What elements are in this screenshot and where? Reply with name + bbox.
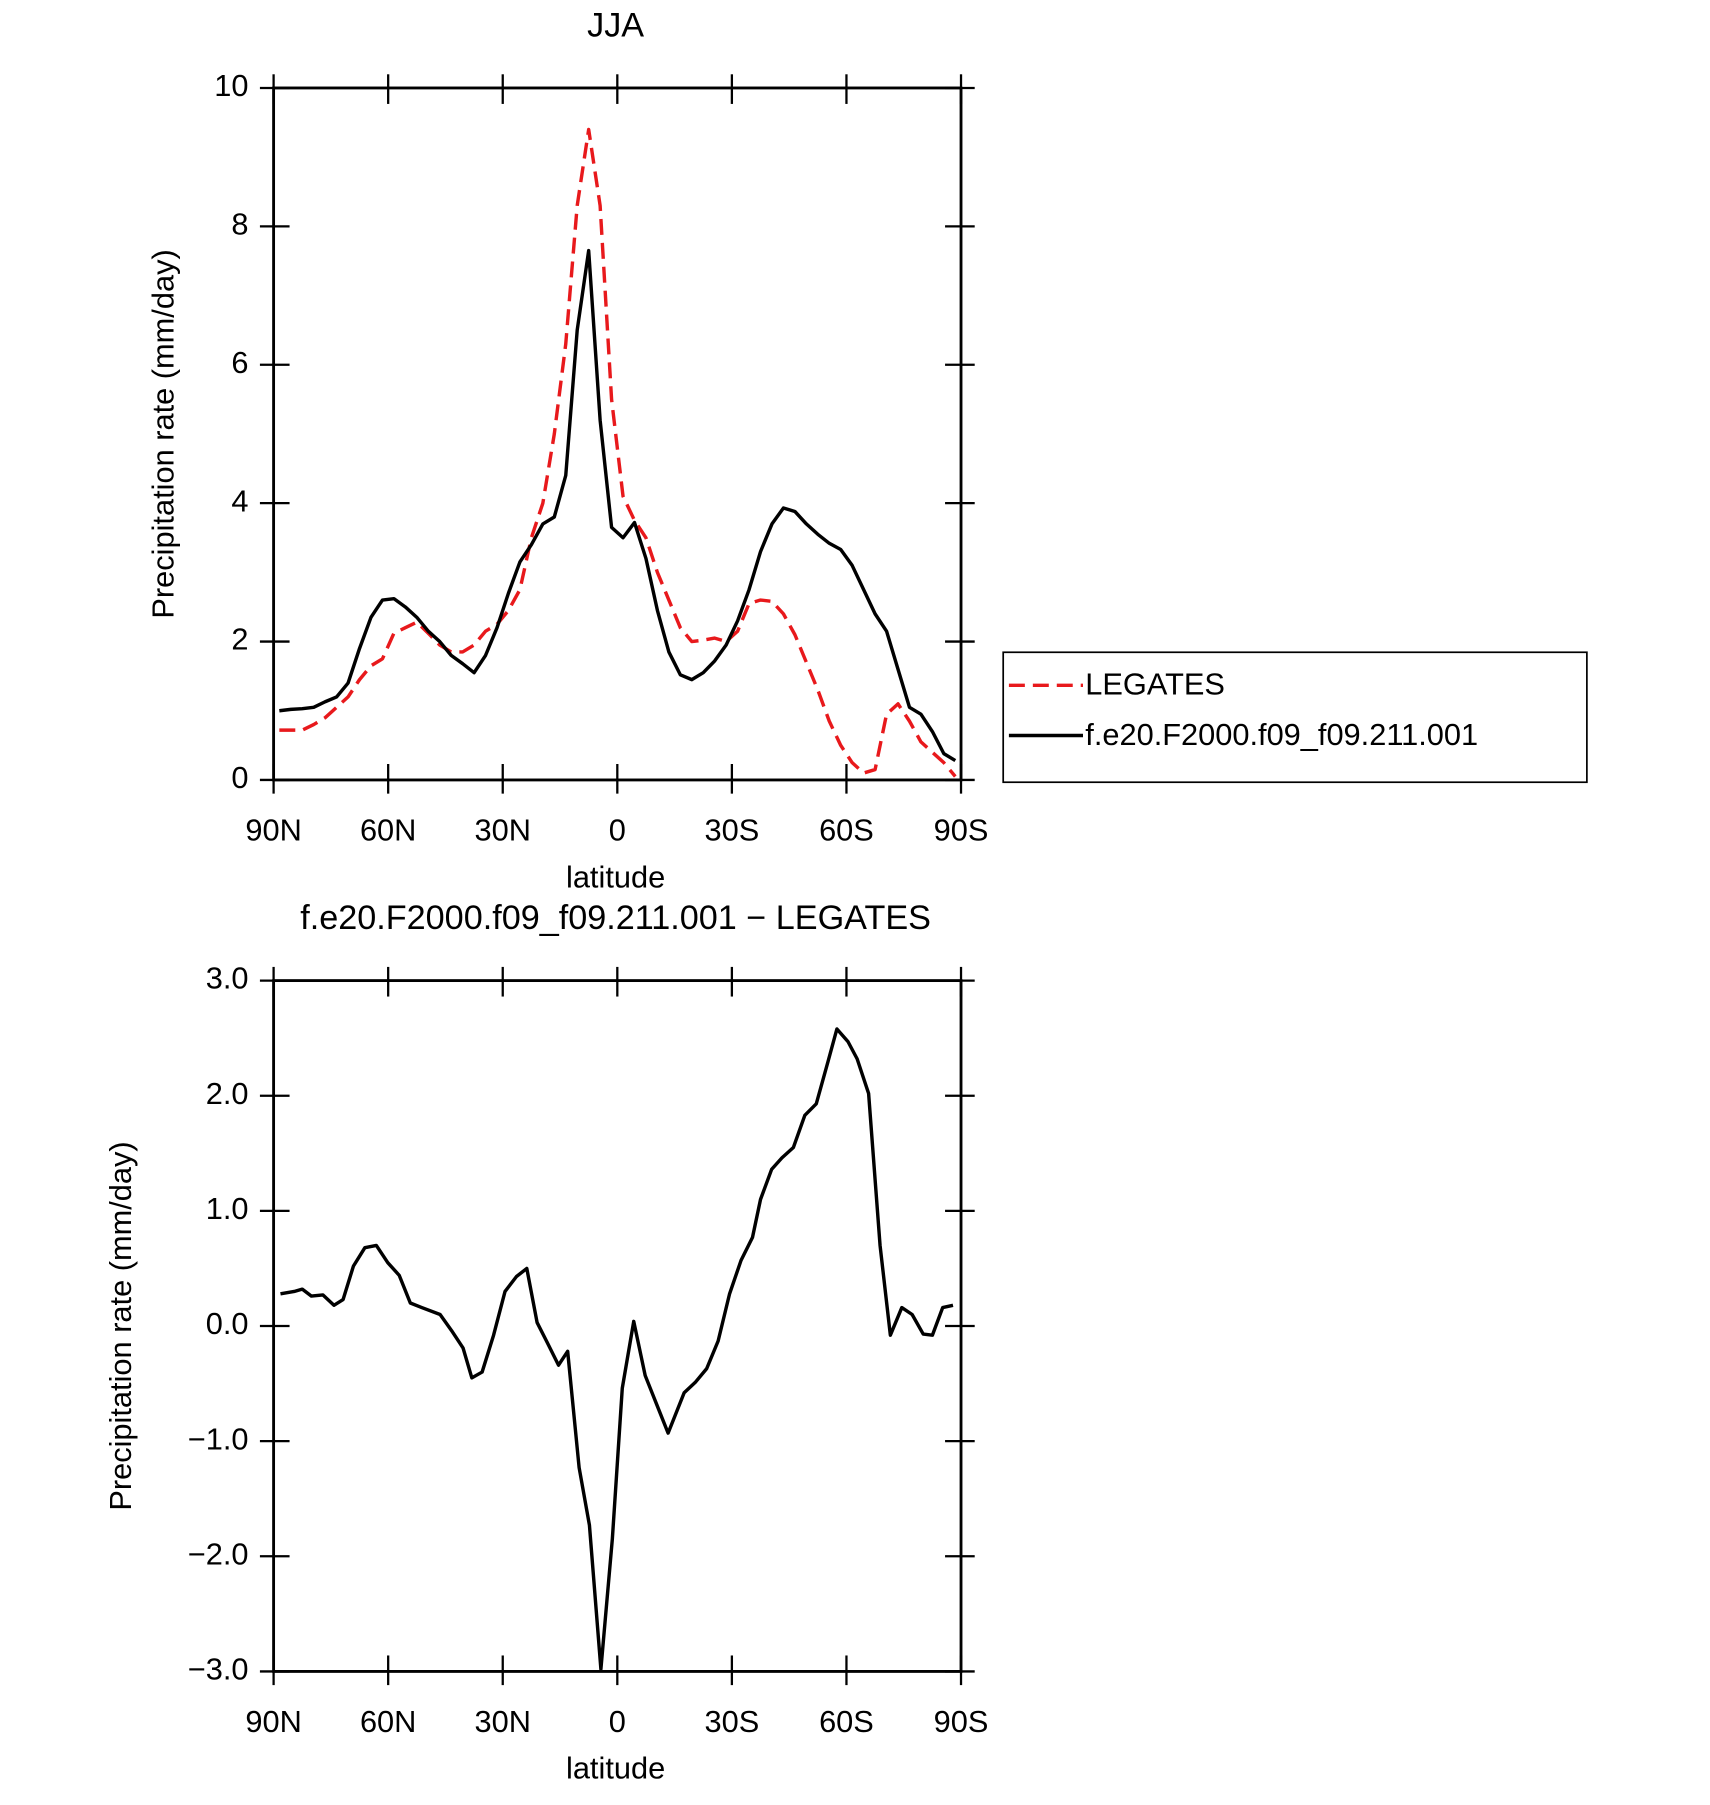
y-tick-label: 3.0 — [206, 961, 249, 996]
x-tick-label: 0 — [609, 813, 626, 848]
x-tick-label: 90S — [934, 813, 989, 848]
x-axis-label: latitude — [566, 859, 665, 894]
y-tick-label: 0 — [231, 760, 248, 795]
x-tick-label: 0 — [609, 1704, 626, 1739]
y-tick-label: −1.0 — [188, 1421, 249, 1456]
x-tick-label: 60S — [819, 813, 874, 848]
x-tick-label: 60N — [360, 1704, 416, 1739]
data-line — [279, 127, 957, 778]
y-tick-label: 8 — [231, 206, 248, 241]
y-tick-label: 2 — [231, 622, 248, 657]
y-tick-label: 1.0 — [206, 1191, 249, 1226]
y-tick-label: 6 — [231, 345, 248, 380]
y-tick-label: −3.0 — [188, 1652, 249, 1687]
legend-box — [1002, 651, 1588, 784]
data-line — [280, 1027, 954, 1671]
x-axis-label: latitude — [566, 1751, 665, 1786]
x-tick-label: 90N — [245, 1704, 301, 1739]
x-tick-label: 30N — [475, 1704, 531, 1739]
x-tick-label: 30S — [705, 1704, 760, 1739]
legend-label: LEGATES — [1085, 667, 1225, 702]
x-tick-label: 30N — [475, 813, 531, 848]
y-tick-label: 4 — [231, 483, 248, 518]
plot-frame — [272, 86, 963, 782]
y-axis-label: Precipitation rate (mm/day) — [103, 1141, 138, 1510]
x-tick-label: 30S — [705, 813, 760, 848]
x-tick-label: 90S — [934, 1704, 989, 1739]
x-tick-label: 60N — [360, 813, 416, 848]
y-tick-label: 2.0 — [206, 1076, 249, 1111]
y-tick-label: 10 — [214, 68, 248, 103]
legend-label: f.e20.F2000.f09_f09.211.001 — [1085, 717, 1478, 752]
y-axis-label: Precipitation rate (mm/day) — [145, 249, 180, 618]
y-tick-label: −2.0 — [188, 1536, 249, 1571]
data-line — [279, 248, 957, 763]
plot-frame — [272, 979, 963, 1673]
x-tick-label: 90N — [245, 813, 301, 848]
y-tick-label: 0.0 — [206, 1306, 249, 1341]
chart-title: JJA — [587, 7, 644, 45]
x-tick-label: 60S — [819, 1704, 874, 1739]
chart-title: f.e20.F2000.f09_f09.211.001 − LEGATES — [300, 899, 931, 937]
